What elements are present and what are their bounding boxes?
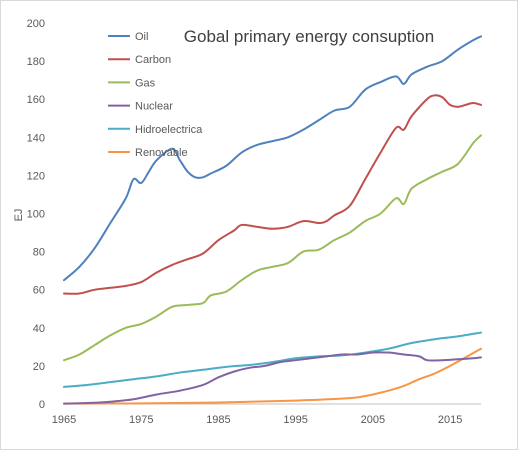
x-axis-ticks: 1965 1975 1985 1995 2005 2015 [52,414,463,426]
y-tick-label: 100 [27,209,45,221]
y-tick-label: 60 [33,285,45,297]
series-lines [63,35,482,405]
y-tick-label: 160 [27,94,45,106]
x-tick-label: 1975 [129,414,153,426]
series-line-oil [63,35,482,282]
x-tick-label: 1965 [52,414,76,426]
legend-label-gas: Gas [135,77,156,89]
y-tick-label: 180 [27,56,45,68]
chart-title: Gobal primary energy consuption [184,27,434,46]
series-line-carbon [63,94,482,295]
y-axis-label: EJ [13,209,25,222]
legend-label-oil: Oil [135,31,148,43]
series-line-renovable [63,347,482,405]
y-tick-label: 40 [33,323,45,335]
series-line-nuclear [63,351,482,405]
y-tick-label: 80 [33,247,45,259]
legend-label-renovable: Renovable [135,147,188,159]
y-tick-label: 20 [33,361,45,373]
y-tick-label: 200 [27,18,45,30]
series-line-hidroelectrica [63,331,482,388]
legend-label-carbon: Carbon [135,54,171,66]
y-tick-label: 120 [27,170,45,182]
series-line-gas [63,134,482,362]
y-tick-label: 0 [39,399,45,411]
legend: Oil Carbon Gas Nuclear Hidroelectrica Renovab… [108,31,203,159]
legend-label-hidroelectrica: Hidroelectrica [135,124,203,136]
x-tick-label: 2015 [438,414,462,426]
x-tick-label: 2005 [361,414,385,426]
legend-label-nuclear: Nuclear [135,101,173,113]
x-tick-label: 1985 [206,414,230,426]
x-tick-label: 1995 [283,414,307,426]
y-tick-label: 140 [27,132,45,144]
y-axis-ticks: 0 20 40 60 80 100 120 140 160 180 200 [27,18,45,411]
